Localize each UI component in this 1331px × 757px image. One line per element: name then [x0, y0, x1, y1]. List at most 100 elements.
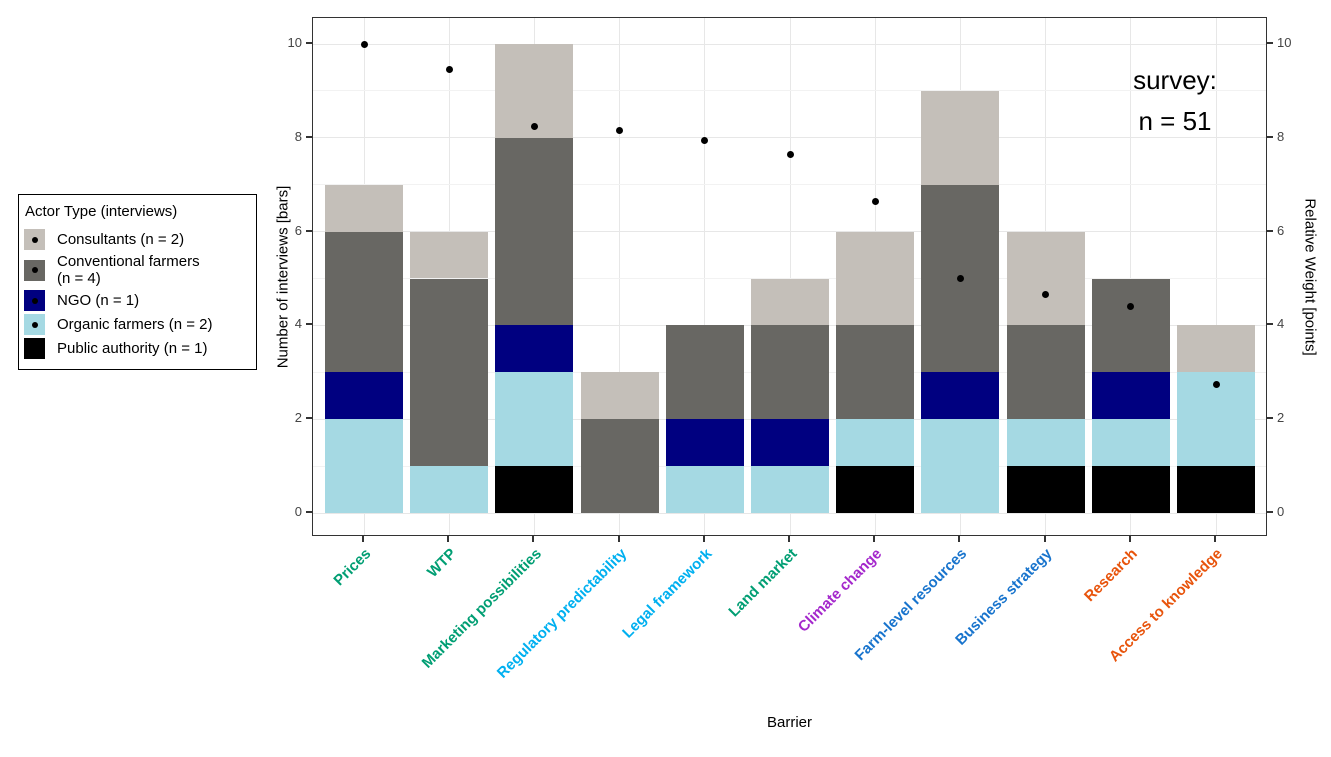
legend-item-label: Public authority (n = 1) [57, 340, 208, 357]
x-category-label: Land market [725, 545, 801, 621]
gridline-horizontal [313, 90, 1266, 92]
bar-segment [325, 372, 403, 420]
bar-segment [836, 325, 915, 420]
survey-annotation-line1: survey: [1133, 65, 1217, 95]
legend-items: Consultants (n = 2) Conventional farmers … [24, 229, 250, 359]
y-axis-right-tick-label: 10 [1277, 35, 1292, 50]
x-axis-tick [702, 536, 705, 542]
y-axis-right-tick-label: 8 [1277, 128, 1285, 144]
bar-segment [410, 466, 489, 513]
bar-segment [665, 325, 744, 420]
legend-item: Conventional farmers (n = 4) [24, 253, 250, 287]
bar-segment [751, 325, 829, 420]
legend-key-dot-icon [31, 236, 38, 243]
bar-segment [410, 278, 489, 467]
bar-segment [325, 231, 403, 373]
legend-item: Organic farmers (n = 2) [24, 314, 250, 335]
x-axis-tick [617, 536, 620, 542]
bar-segment [836, 466, 915, 513]
bar-segment [580, 372, 659, 420]
x-axis-tick [1128, 536, 1131, 542]
x-category-label: Legal framework [618, 545, 716, 642]
y-axis-left-tick [306, 511, 312, 513]
gridline-horizontal [313, 512, 1266, 514]
bar-segment [836, 419, 915, 467]
y-axis-left-title: Number of interviews [bars] [274, 185, 292, 369]
x-category-label: Research [1081, 545, 1142, 606]
plot-panel [312, 17, 1267, 536]
bar-segment [1091, 372, 1170, 420]
y-axis-right-tick-label: 4 [1277, 316, 1285, 332]
legend-item-label: Consultants (n = 2) [57, 231, 185, 248]
legend-key-dot-icon [31, 267, 38, 273]
legend-item-label: NGO (n = 1) [57, 292, 140, 309]
bar-segment [1091, 466, 1170, 513]
y-axis-left-tick-label: 8 [294, 128, 302, 144]
relative-weight-point [1212, 380, 1220, 388]
gridline-vertical [704, 18, 706, 535]
y-axis-right-tick [1267, 42, 1273, 44]
relative-weight-point [701, 136, 709, 144]
legend-key-swatch [24, 290, 45, 311]
x-axis-tick [958, 536, 961, 542]
x-axis-tick [362, 536, 364, 542]
survey-annotation-line2: n = 51 [1138, 106, 1212, 136]
bar-segment [410, 231, 489, 279]
x-category-label: Business strategy [952, 545, 1056, 649]
relative-weight-point [1127, 303, 1135, 311]
x-axis-tick [873, 536, 876, 542]
bar-segment [1006, 419, 1085, 467]
bar-segment [495, 137, 574, 326]
bar-segment [921, 90, 1000, 185]
x-axis-tick [788, 536, 790, 542]
legend-item: Public authority (n = 1) [24, 338, 250, 359]
relative-weight-point [956, 275, 964, 282]
y-axis-left-tick-label: 10 [287, 35, 302, 50]
bar-segment [1177, 325, 1255, 373]
legend-key-dot-icon [31, 297, 38, 304]
y-axis-left-tick-label: 4 [294, 316, 302, 332]
bar-segment [1177, 466, 1255, 513]
legend-key-swatch [24, 338, 45, 359]
x-axis-title: Barrier [766, 714, 812, 731]
bar-segment [1006, 325, 1085, 420]
bar-segment [580, 419, 659, 513]
y-axis-left-tick-label: 6 [294, 222, 302, 238]
legend-key-swatch [24, 259, 45, 281]
y-axis-right-tick [1267, 229, 1273, 232]
bar-segment [495, 44, 574, 138]
bar-segment [325, 184, 403, 232]
bar-segment [751, 278, 829, 326]
legend: Actor Type (interviews) Consultants (n =… [18, 194, 257, 370]
relative-weight-point [530, 122, 538, 130]
bar-segment [495, 325, 574, 373]
bar-segment [665, 466, 744, 513]
bar-segment [1091, 278, 1170, 373]
gridline-vertical [1215, 18, 1217, 535]
relative-weight-point [616, 127, 624, 135]
y-axis-left-tick-label: 0 [294, 504, 302, 519]
y-axis-right-tick [1267, 323, 1273, 326]
bar-segment [665, 419, 744, 467]
bar-segment [921, 419, 1000, 513]
y-axis-right-tick-label: 6 [1277, 222, 1285, 238]
x-category-label: WTP [423, 545, 460, 581]
relative-weight-point [786, 150, 794, 158]
gridline-horizontal [313, 137, 1266, 139]
bar-segment [495, 372, 574, 467]
y-axis-right-tick [1267, 135, 1273, 138]
gridline-horizontal [313, 43, 1266, 45]
y-axis-right-title: Relative Weight [points] [1301, 198, 1319, 356]
legend-key-swatch [24, 229, 45, 250]
gridline-vertical [1130, 18, 1132, 535]
y-axis-left-tick [306, 42, 312, 44]
relative-weight-point [871, 197, 879, 205]
relative-weight-point [1042, 291, 1050, 299]
bar-segment [1006, 466, 1085, 513]
y-axis-left-tick [306, 135, 312, 138]
y-axis-right-tick [1267, 511, 1273, 513]
y-axis-left-tick [306, 323, 312, 326]
bar-segment [751, 419, 829, 467]
gridline-vertical [789, 18, 791, 535]
